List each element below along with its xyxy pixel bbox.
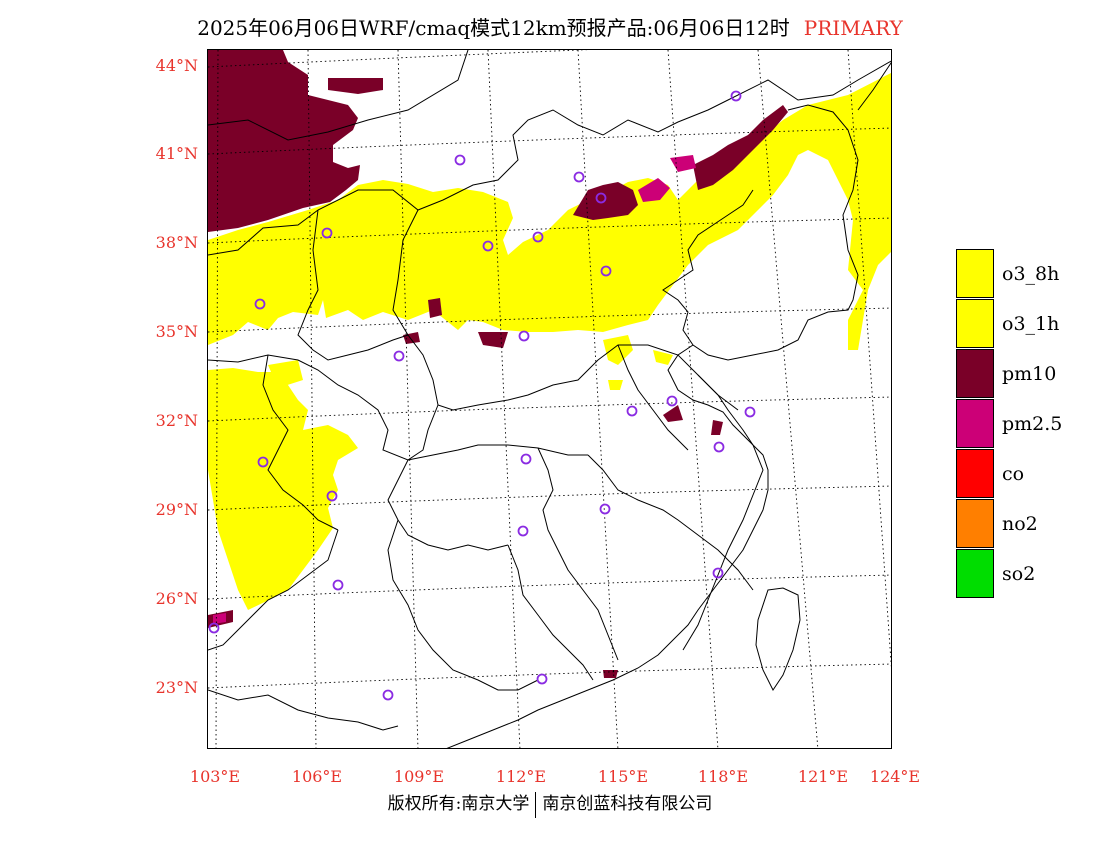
- title-text: 2025年06月06日WRF/cmaq模式12km预报产品:06月06日12时: [197, 16, 790, 40]
- forecast-map: [208, 50, 891, 748]
- lon-label-124e: 124°E: [869, 767, 921, 786]
- lat-label-29n: 29°N: [155, 500, 198, 519]
- lon-label-106e: 106°E: [291, 767, 343, 786]
- pm10-region-northwest: [208, 50, 383, 232]
- legend-label: pm2.5: [1002, 413, 1063, 435]
- footer-separator: [535, 791, 537, 818]
- city-markers: [208, 90, 756, 701]
- copyright-left: 版权所有:南京大学: [387, 794, 530, 814]
- lon-label-112e: 112°E: [495, 767, 547, 786]
- map-panel: [207, 49, 892, 749]
- legend-swatch: [956, 299, 994, 348]
- map-title: 2025年06月06日WRF/cmaq模式12km预报产品:06月06日12时 P…: [0, 12, 1100, 40]
- ozone-region: [208, 73, 891, 610]
- legend-label: pm10: [1002, 363, 1057, 385]
- legend-swatch: [956, 549, 994, 598]
- province-boundaries: [208, 50, 891, 731]
- lat-label-32n: 32°N: [155, 411, 198, 430]
- lon-label-115e: 115°E: [597, 767, 649, 786]
- lon-label-121e: 121°E: [797, 767, 849, 786]
- legend-label: o3_1h: [1002, 313, 1060, 335]
- legend-label: no2: [1002, 513, 1038, 535]
- lon-label-118e: 118°E: [697, 767, 749, 786]
- copyright-right: 南京创蓝科技有限公司: [542, 794, 713, 814]
- legend-label: so2: [1002, 563, 1036, 585]
- lon-label-109e: 109°E: [393, 767, 445, 786]
- graticule: [208, 50, 891, 748]
- lat-label-23n: 23°N: [155, 678, 198, 697]
- legend-swatch: [956, 349, 994, 398]
- legend-swatch: [956, 499, 994, 548]
- lat-label-44n: 44°N: [155, 56, 198, 75]
- lat-label-26n: 26°N: [155, 589, 198, 608]
- legend-swatch: [956, 449, 994, 498]
- legend-label: o3_8h: [1002, 263, 1060, 285]
- coastline: [446, 62, 891, 748]
- copyright-footer: 版权所有:南京大学 南京创蓝科技有限公司: [0, 789, 1100, 818]
- lat-label-41n: 41°N: [155, 144, 198, 163]
- lat-label-38n: 38°N: [155, 233, 198, 252]
- lat-label-35n: 35°N: [155, 322, 198, 341]
- lon-label-103e: 103°E: [189, 767, 241, 786]
- legend-swatch: [956, 249, 994, 298]
- legend-label: co: [1002, 463, 1025, 485]
- primary-tag: PRIMARY: [803, 16, 903, 40]
- legend-swatch: [956, 399, 994, 448]
